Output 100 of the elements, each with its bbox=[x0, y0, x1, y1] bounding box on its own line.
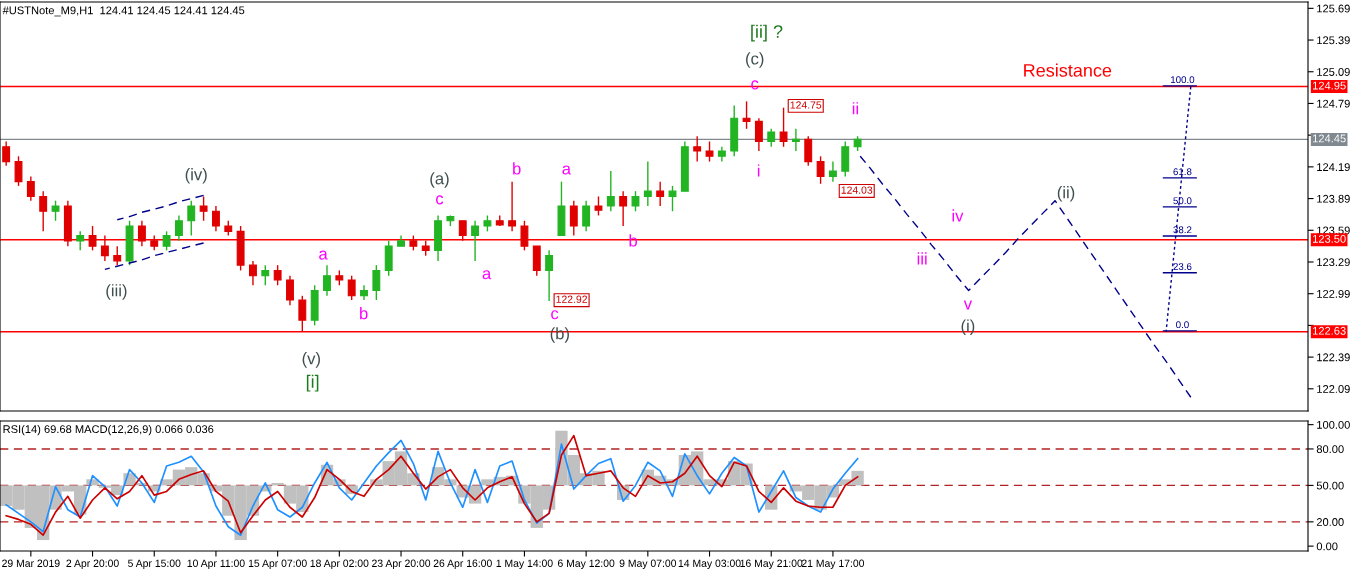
annotation: [i] bbox=[306, 374, 319, 392]
candlestick bbox=[76, 230, 85, 252]
y-tick-label: 124.19 bbox=[1317, 163, 1350, 171]
annotation: 50.0 bbox=[1173, 197, 1192, 205]
ref-line-label: 123.50 bbox=[1313, 234, 1346, 243]
candlestick bbox=[705, 140, 714, 163]
x-tick-label: 2 Apr 20:00 bbox=[66, 559, 119, 570]
candlestick bbox=[26, 175, 35, 202]
annotation: Resistance bbox=[1024, 63, 1112, 77]
candlestick bbox=[14, 155, 23, 187]
annotation: v bbox=[963, 300, 973, 310]
annotation: a bbox=[319, 250, 328, 260]
annotation: i bbox=[757, 164, 760, 177]
y-tick-label: 122.39 bbox=[1317, 353, 1350, 362]
annotation: a bbox=[562, 165, 571, 175]
candlestick bbox=[211, 205, 220, 233]
annotation: 38.2 bbox=[1173, 226, 1192, 234]
candlestick bbox=[471, 220, 480, 262]
annotation: 23.6 bbox=[1173, 263, 1192, 271]
candlestick bbox=[2, 140, 11, 167]
candlestick bbox=[261, 264, 270, 286]
y-tick-label: 124.79 bbox=[1317, 99, 1350, 108]
candlestick bbox=[569, 199, 578, 237]
candlestick bbox=[458, 220, 467, 242]
x-tick-label: 23 Apr 20:00 bbox=[372, 559, 431, 570]
chart-title: RSI(14) 69.68 MACD(12,26,9) 0.066 0.036 bbox=[3, 424, 214, 436]
x-tick-label: 5 Apr 15:00 bbox=[128, 559, 181, 570]
candlestick bbox=[545, 249, 554, 302]
candlestick bbox=[88, 225, 97, 252]
candlestick bbox=[162, 230, 171, 252]
ref-line-label: 122.63 bbox=[1313, 326, 1346, 335]
x-tick-label: 21 May 17:00 bbox=[801, 559, 865, 570]
x-tick-label: 15 Apr 07:00 bbox=[248, 559, 307, 570]
candlestick bbox=[693, 135, 702, 163]
candlestick bbox=[594, 195, 603, 217]
candlestick bbox=[372, 264, 381, 301]
y-tick-label: 80.00 bbox=[1316, 445, 1344, 454]
x-tick-label: 16 May 21:00 bbox=[740, 559, 803, 570]
candlestick bbox=[298, 295, 307, 333]
candlestick bbox=[754, 117, 763, 152]
annotation: (iii) bbox=[106, 284, 127, 300]
x-tick-label: 29 Mar 2019 bbox=[2, 559, 60, 567]
y-tick-label: 0.00 bbox=[1316, 542, 1338, 551]
annotation: 61.8 bbox=[1173, 168, 1192, 176]
annotation: 100.0 bbox=[1171, 76, 1195, 84]
annotation: 124.75 bbox=[790, 101, 822, 109]
chart-title: #USTNote_M9,H1 124.41 124.45 124.41 124.45 bbox=[2, 6, 245, 17]
x-tick-label: 9 May 07:00 bbox=[619, 559, 677, 570]
candlestick bbox=[51, 199, 60, 222]
candlestick bbox=[828, 160, 837, 183]
candlestick bbox=[779, 106, 788, 148]
candlestick bbox=[273, 264, 282, 286]
annotation: 124.03 bbox=[841, 186, 873, 194]
annotation: ii bbox=[852, 102, 859, 115]
ref-line-label: 124.95 bbox=[1313, 81, 1346, 90]
candlestick bbox=[643, 160, 652, 207]
candlestick bbox=[323, 264, 331, 297]
y-tick-label: 125.69 bbox=[1317, 4, 1350, 13]
candlestick bbox=[520, 220, 529, 252]
candlestick bbox=[816, 155, 825, 185]
candlestick bbox=[619, 190, 628, 227]
y-tick-label: 123.59 bbox=[1317, 226, 1350, 235]
annotation: iv bbox=[952, 209, 964, 222]
y-tick-label: 100.00 bbox=[1317, 420, 1350, 429]
x-tick-label: 26 Apr 16:00 bbox=[433, 559, 492, 570]
annotation: (ii) bbox=[1057, 186, 1075, 202]
annotation: c bbox=[551, 310, 559, 320]
x-tick-label: 18 Apr 02:00 bbox=[310, 559, 369, 570]
candlestick bbox=[199, 195, 208, 222]
candlestick bbox=[631, 190, 640, 212]
candlestick bbox=[249, 260, 257, 286]
annotation: (iv) bbox=[185, 168, 207, 184]
candlestick bbox=[113, 245, 122, 266]
candlestick bbox=[137, 220, 146, 247]
ref-line-label: 124.45 bbox=[1313, 134, 1346, 143]
annotation: a bbox=[482, 270, 492, 280]
y-tick-label: 50.00 bbox=[1316, 481, 1344, 490]
y-tick-label: 123.89 bbox=[1317, 194, 1350, 203]
candlestick bbox=[582, 199, 591, 233]
annotation: [ii] ? bbox=[751, 24, 783, 42]
annotation: 0.0 bbox=[1176, 321, 1189, 329]
annotation: (v) bbox=[302, 352, 320, 368]
annotation: b bbox=[360, 307, 368, 320]
x-tick-label: 10 Apr 11:00 bbox=[187, 559, 245, 570]
candlestick bbox=[100, 234, 109, 262]
y-tick-label: 122.99 bbox=[1317, 289, 1350, 298]
candlestick bbox=[804, 135, 813, 167]
candlestick bbox=[39, 190, 48, 233]
candlestick bbox=[791, 128, 800, 152]
candlestick bbox=[656, 180, 665, 207]
candlestick bbox=[668, 185, 677, 212]
candlestick bbox=[187, 199, 196, 237]
annotation: iii bbox=[917, 252, 927, 265]
y-tick-label: 123.29 bbox=[1317, 258, 1350, 267]
candlestick bbox=[286, 275, 294, 307]
annotation: (a) bbox=[430, 172, 449, 188]
annotation: (c) bbox=[746, 52, 764, 68]
y-tick-label: 125.39 bbox=[1317, 36, 1350, 45]
x-tick-label: 6 May 12:00 bbox=[558, 559, 615, 570]
candlestick bbox=[742, 100, 751, 130]
